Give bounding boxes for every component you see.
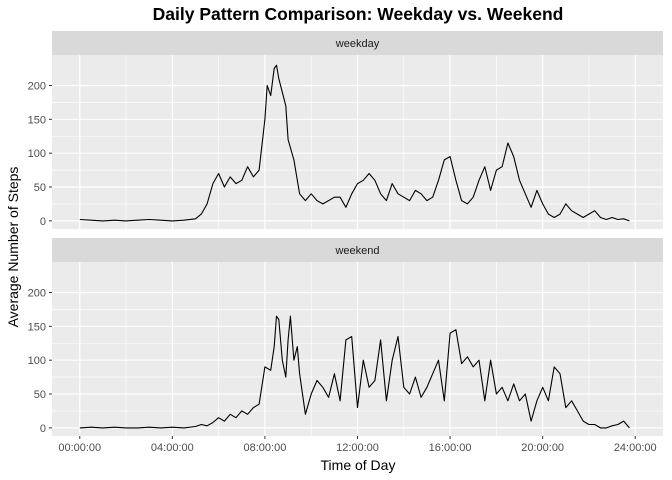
y-tick-label: 0 — [40, 216, 46, 228]
strip-weekday — [52, 31, 663, 55]
y-tick-label: 0 — [40, 423, 46, 435]
x-tick-label: 08:00:00 — [244, 442, 287, 454]
panel-weekend: weekend 0 50 100 150 200 — [28, 238, 663, 436]
x-tick-label: 04:00:00 — [151, 442, 194, 454]
x-tick-label: 16:00:00 — [429, 442, 472, 454]
panel-weekday: weekday 0 50 100 150 200 — [28, 31, 663, 229]
x-axis: 00:00:00 04:00:00 08:00:00 12:00:00 16:00:00… — [58, 436, 657, 454]
y-tick-label: 200 — [28, 80, 46, 92]
y-tick-label: 200 — [28, 287, 46, 299]
x-tick-label: 24:00:00 — [614, 442, 657, 454]
x-tick-label: 12:00:00 — [336, 442, 379, 454]
y-tick-label: 50 — [34, 182, 46, 194]
strip-label-weekday: weekday — [335, 38, 380, 50]
y-tick-label: 100 — [28, 355, 46, 367]
facet-panels: weekday 0 50 100 150 200 weekend 0 50 100 150 200 — [28, 31, 663, 436]
x-axis-title: Time of Day — [321, 457, 396, 473]
y-axis-title: Average Number of Steps — [5, 167, 21, 328]
x-tick-label: 00:00:00 — [58, 442, 101, 454]
series-line-weekday — [79, 64, 630, 222]
y-tick-label: 100 — [28, 148, 46, 160]
series-line-weekend — [79, 315, 630, 429]
chart-title: Daily Pattern Comparison: Weekday vs. We… — [153, 4, 564, 24]
strip-weekend — [52, 238, 663, 262]
strip-label-weekend: weekend — [334, 245, 379, 257]
x-tick-label: 20:00:00 — [521, 442, 564, 454]
y-tick-label: 150 — [28, 321, 46, 333]
y-tick-label: 150 — [28, 114, 46, 126]
y-tick-label: 50 — [34, 389, 46, 401]
